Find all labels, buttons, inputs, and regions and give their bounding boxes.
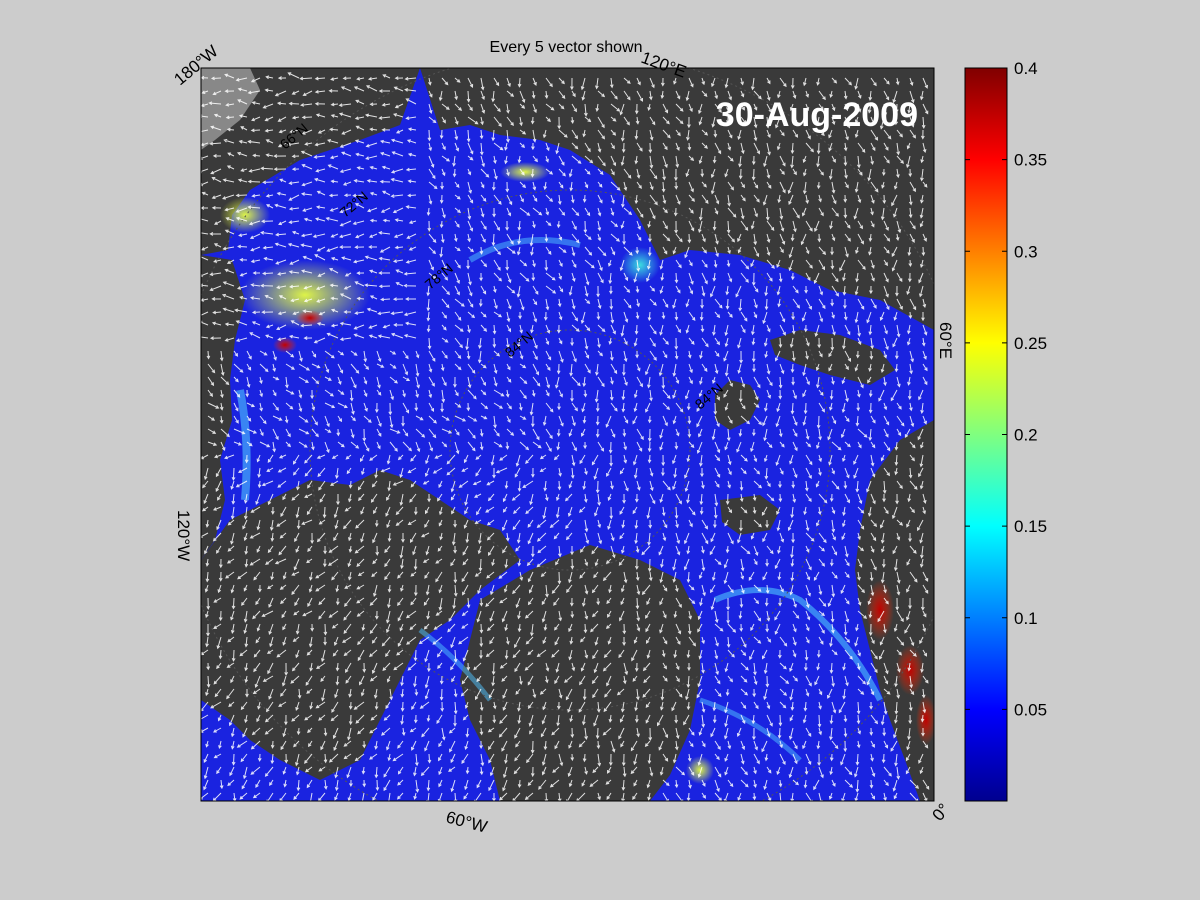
speed-highlights xyxy=(220,162,934,784)
map-panel: 66°N 72°N 78°N 84°N 84°N 30-Aug-2009 xyxy=(201,68,934,801)
corner-label-120w: 120°W xyxy=(174,510,193,561)
corner-label-60w: 60°W xyxy=(444,808,489,837)
land-outer-region xyxy=(201,68,260,150)
colorbar-tick-label: 0.35 xyxy=(1014,151,1047,170)
land-scandinavia xyxy=(855,420,934,801)
colorbar-ticks: 0.05 0.1 0.15 0.2 0.25 0.3 0.35 0.4 xyxy=(965,59,1047,719)
colorbar-tick-label: 0.2 xyxy=(1014,426,1038,445)
drift-vectors xyxy=(201,72,930,801)
land-siberia xyxy=(420,68,934,330)
land-novaya-zemlya xyxy=(770,330,895,385)
date-stamp: 30-Aug-2009 xyxy=(716,96,918,134)
colorbar-tick-label: 0.3 xyxy=(1014,242,1038,261)
land-greenland xyxy=(460,545,700,801)
drift-vector-arrows xyxy=(201,72,930,801)
corner-label-0: 0° xyxy=(929,800,954,825)
map-frame xyxy=(200,67,935,802)
colorbar-tick-label: 0.4 xyxy=(1014,59,1038,78)
colorbar-gradient xyxy=(964,67,1008,802)
colorbar-tick-label: 0.25 xyxy=(1014,334,1047,353)
colorbar-tick-label: 0.05 xyxy=(1014,700,1047,719)
grid-lines xyxy=(201,68,934,801)
corner-label-60e: 60°E xyxy=(936,322,955,359)
colorbar-tick-label: 0.15 xyxy=(1014,517,1047,536)
land-iceland xyxy=(720,495,780,535)
figure-subtitle: Every 5 vector shown xyxy=(490,39,643,56)
colorbar: 0.05 0.1 0.15 0.2 0.25 0.3 0.35 0.4 xyxy=(964,59,1047,802)
colorbar-tick-label: 0.1 xyxy=(1014,609,1038,628)
